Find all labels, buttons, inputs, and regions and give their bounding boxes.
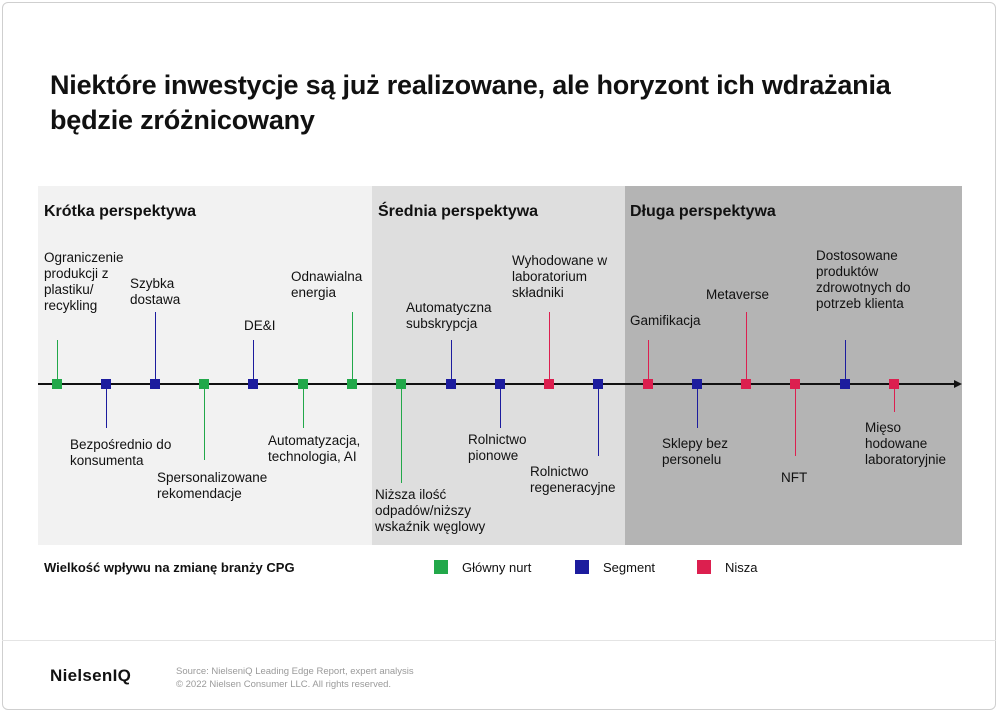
timeline-label-rolnictwo_pionowe: Rolnictwo pionowe	[468, 432, 527, 463]
timeline-stem-subskrypcja	[451, 340, 452, 384]
legend-label-glowny-nurt: Główny nurt	[462, 560, 532, 575]
timeline-stem-sklepy	[697, 384, 698, 428]
legend-swatch-segment	[575, 560, 589, 574]
timeline-label-skladniki: Wyhodowane w laboratorium składniki	[512, 253, 608, 300]
timeline-marker-rolnictwo_pionowe	[495, 379, 505, 389]
timeline-marker-dei	[248, 379, 258, 389]
timeline-label-plastik: Ograniczenie produkcji z plastiku/ recyk…	[44, 250, 124, 313]
timeline-stem-konsument	[106, 384, 107, 428]
timeline-stem-dei	[253, 340, 254, 384]
timeline-marker-odpady	[396, 379, 406, 389]
timeline-label-automatyzacja: Automatyzacja, technologia, AI	[268, 433, 361, 464]
timeline-marker-automatyzacja	[298, 379, 308, 389]
zone-medium-label: Średnia perspektywa	[378, 203, 539, 220]
timeline-marker-produkty	[840, 379, 850, 389]
slide-title: Niektóre inwestycje są już realizowane, …	[50, 70, 891, 135]
timeline-stem-dostawa	[155, 312, 156, 384]
zone-long-term	[625, 186, 962, 545]
brand-logo: NielsenIQ	[50, 666, 132, 685]
source-line-1: Source: NielseniQ Leading Edge Report, e…	[176, 666, 414, 677]
legend-swatch-nisza	[697, 560, 711, 574]
timeline-stem-energia	[352, 312, 353, 384]
legend-title: Wielkość wpływu na zmianę branży CPG	[44, 560, 295, 575]
timeline-stem-skladniki	[549, 312, 550, 384]
timeline-marker-plastik	[52, 379, 62, 389]
source-note: Source: NielseniQ Leading Edge Report, e…	[176, 665, 414, 691]
source-line-2: © 2022 Nielsen Consumer LLC. All rights …	[176, 679, 392, 690]
timeline-label-sklepy: Sklepy bez personelu	[662, 436, 729, 467]
timeline-label-odpady: Niższa ilość odpadów/niższy wskaźnik węg…	[375, 487, 486, 534]
timeline-label-dei: DE&I	[244, 318, 276, 333]
zone-short-term	[38, 186, 372, 545]
zone-short-label: Krótka perspektywa	[44, 203, 197, 220]
timeline-label-energia: Odnawialna energia	[291, 269, 363, 300]
legend-label-segment: Segment	[603, 560, 656, 575]
timeline-label-subskrypcja: Automatyczna subskrypcja	[406, 300, 492, 331]
timeline-marker-nft	[790, 379, 800, 389]
timeline-stem-rolnictwo_regen	[598, 384, 599, 456]
zone-medium-term	[372, 186, 625, 545]
legend-label-nisza: Nisza	[725, 560, 758, 575]
zone-long-label: Długa perspektywa	[630, 203, 776, 220]
timeline-marker-subskrypcja	[446, 379, 456, 389]
timeline-label-dostawa: Szybka dostawa	[130, 276, 181, 307]
timeline-label-gamifikacja: Gamifikacja	[630, 313, 701, 328]
timeline-label-produkty: Dostosowane produktów zdrowotnych do pot…	[816, 248, 911, 311]
timeline-stem-nft	[795, 384, 796, 456]
timeline-label-rolnictwo_regen: Rolnictwo regeneracyjne	[530, 464, 616, 495]
timeline-marker-dostawa	[150, 379, 160, 389]
legend-swatch-glowny-nurt	[434, 560, 448, 574]
timeline-label-konsument: Bezpośrednio do konsumenta	[70, 437, 172, 468]
timeline-label-mieso: Mięso hodowane laboratoryjnie	[865, 420, 947, 467]
timeline-marker-rekomendacje	[199, 379, 209, 389]
timeline-stem-metaverse	[746, 312, 747, 384]
timeline-arrow-icon	[954, 380, 962, 388]
timeline-stem-rekomendacje	[204, 384, 205, 460]
timeline-label-rekomendacje: Spersonalizowane rekomendacje	[157, 470, 268, 501]
timeline-label-metaverse: Metaverse	[706, 287, 770, 302]
timeline-stem-mieso	[894, 384, 895, 412]
timeline-marker-skladniki	[544, 379, 554, 389]
timeline-marker-sklepy	[692, 379, 702, 389]
timeline-marker-energia	[347, 379, 357, 389]
timeline-marker-mieso	[889, 379, 899, 389]
timeline-stem-plastik	[57, 340, 58, 384]
timeline-stem-automatyzacja	[303, 384, 304, 428]
timeline-stem-odpady	[401, 384, 402, 483]
timeline-stem-gamifikacja	[648, 340, 649, 384]
footer-divider	[2, 640, 996, 641]
timeline-stem-rolnictwo_pionowe	[500, 384, 501, 428]
timeline-marker-gamifikacja	[643, 379, 653, 389]
timeline-marker-rolnictwo_regen	[593, 379, 603, 389]
timeline-stem-produkty	[845, 340, 846, 384]
timeline-marker-metaverse	[741, 379, 751, 389]
timeline-label-nft: NFT	[781, 470, 808, 485]
timeline-marker-konsument	[101, 379, 111, 389]
